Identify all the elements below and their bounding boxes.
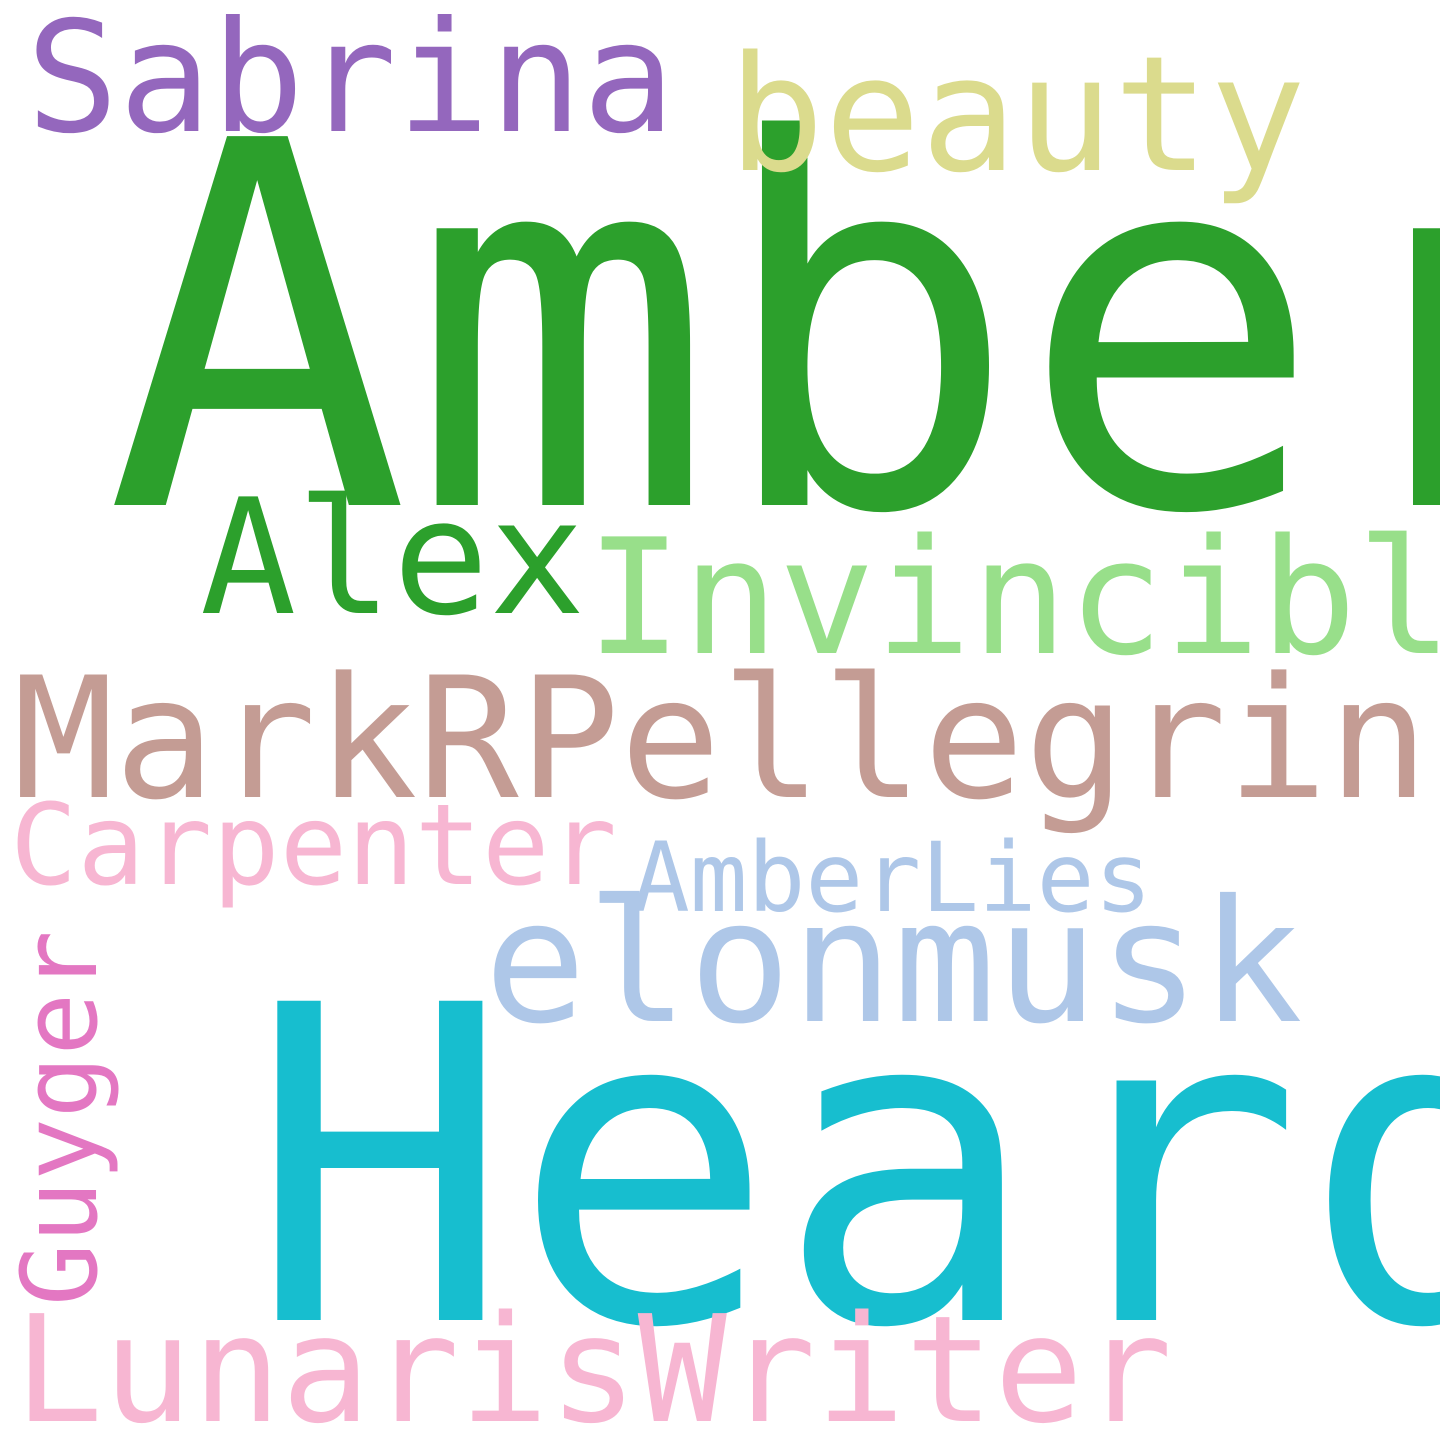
word-guyger: Guyger <box>0 930 121 1306</box>
word-amberlies: AmberLies <box>632 822 1153 934</box>
word-carpenter: Carpenter <box>10 781 617 911</box>
word-heard: Heard <box>248 914 1440 1424</box>
word-markrpellegrino: MarkRPellegrino <box>13 641 1440 837</box>
word-amber: Amber <box>105 36 1440 625</box>
word-beauty: beauty <box>728 21 1306 208</box>
word-invincible: Invincible <box>586 504 1440 691</box>
word-lunariswriter: LunarisWriter <box>14 1284 1173 1440</box>
word-sabrina: Sabrina <box>26 0 676 168</box>
word-elonmusk: elonmusk <box>484 864 1303 1062</box>
word-alex: Alex <box>200 464 586 651</box>
